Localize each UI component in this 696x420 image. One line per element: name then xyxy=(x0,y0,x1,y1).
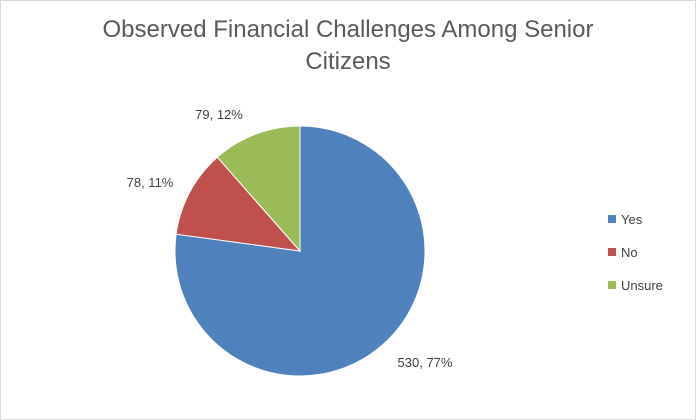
legend-label-no: No xyxy=(621,244,638,260)
legend-swatch-unsure xyxy=(608,281,616,289)
legend-item-yes: Yes xyxy=(608,208,663,230)
legend-item-unsure: Unsure xyxy=(608,274,663,296)
legend-label-unsure: Unsure xyxy=(621,277,663,293)
pie-slice-no xyxy=(175,156,302,252)
chart-title-line-2: Citizens xyxy=(305,48,391,75)
chart-title: Observed Financial Challenges Among Seni… xyxy=(0,14,696,78)
legend-swatch-no xyxy=(608,248,616,256)
legend-swatch-yes xyxy=(608,215,616,223)
data-label-yes: 530, 77% xyxy=(398,355,453,370)
data-label-unsure: 79, 12% xyxy=(195,107,243,122)
legend: Yes No Unsure xyxy=(608,208,663,307)
pie-slice-yes xyxy=(174,125,426,377)
data-label-no: 78, 11% xyxy=(127,175,174,190)
chart-title-line-1: Observed Financial Challenges Among Seni… xyxy=(102,16,594,43)
pie-slice-unsure xyxy=(216,125,301,253)
legend-label-yes: Yes xyxy=(621,211,643,227)
legend-item-no: No xyxy=(608,241,663,263)
